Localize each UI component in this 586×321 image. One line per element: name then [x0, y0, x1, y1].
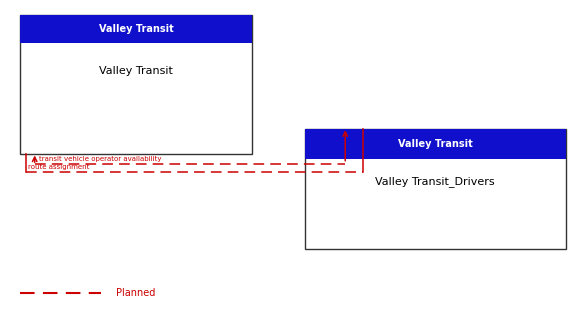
Text: Valley Transit_Drivers: Valley Transit_Drivers	[376, 176, 495, 187]
Text: Valley Transit: Valley Transit	[100, 66, 173, 76]
Text: Planned: Planned	[116, 288, 155, 298]
Text: route assignment: route assignment	[28, 164, 89, 170]
Text: Valley Transit: Valley Transit	[99, 24, 173, 34]
Bar	[305, 129, 566, 159]
Text: Valley Transit: Valley Transit	[398, 139, 472, 149]
Text: transit vehicle operator availability: transit vehicle operator availability	[39, 156, 162, 162]
Bar	[305, 129, 566, 249]
Bar	[20, 15, 253, 154]
Bar	[20, 15, 253, 43]
